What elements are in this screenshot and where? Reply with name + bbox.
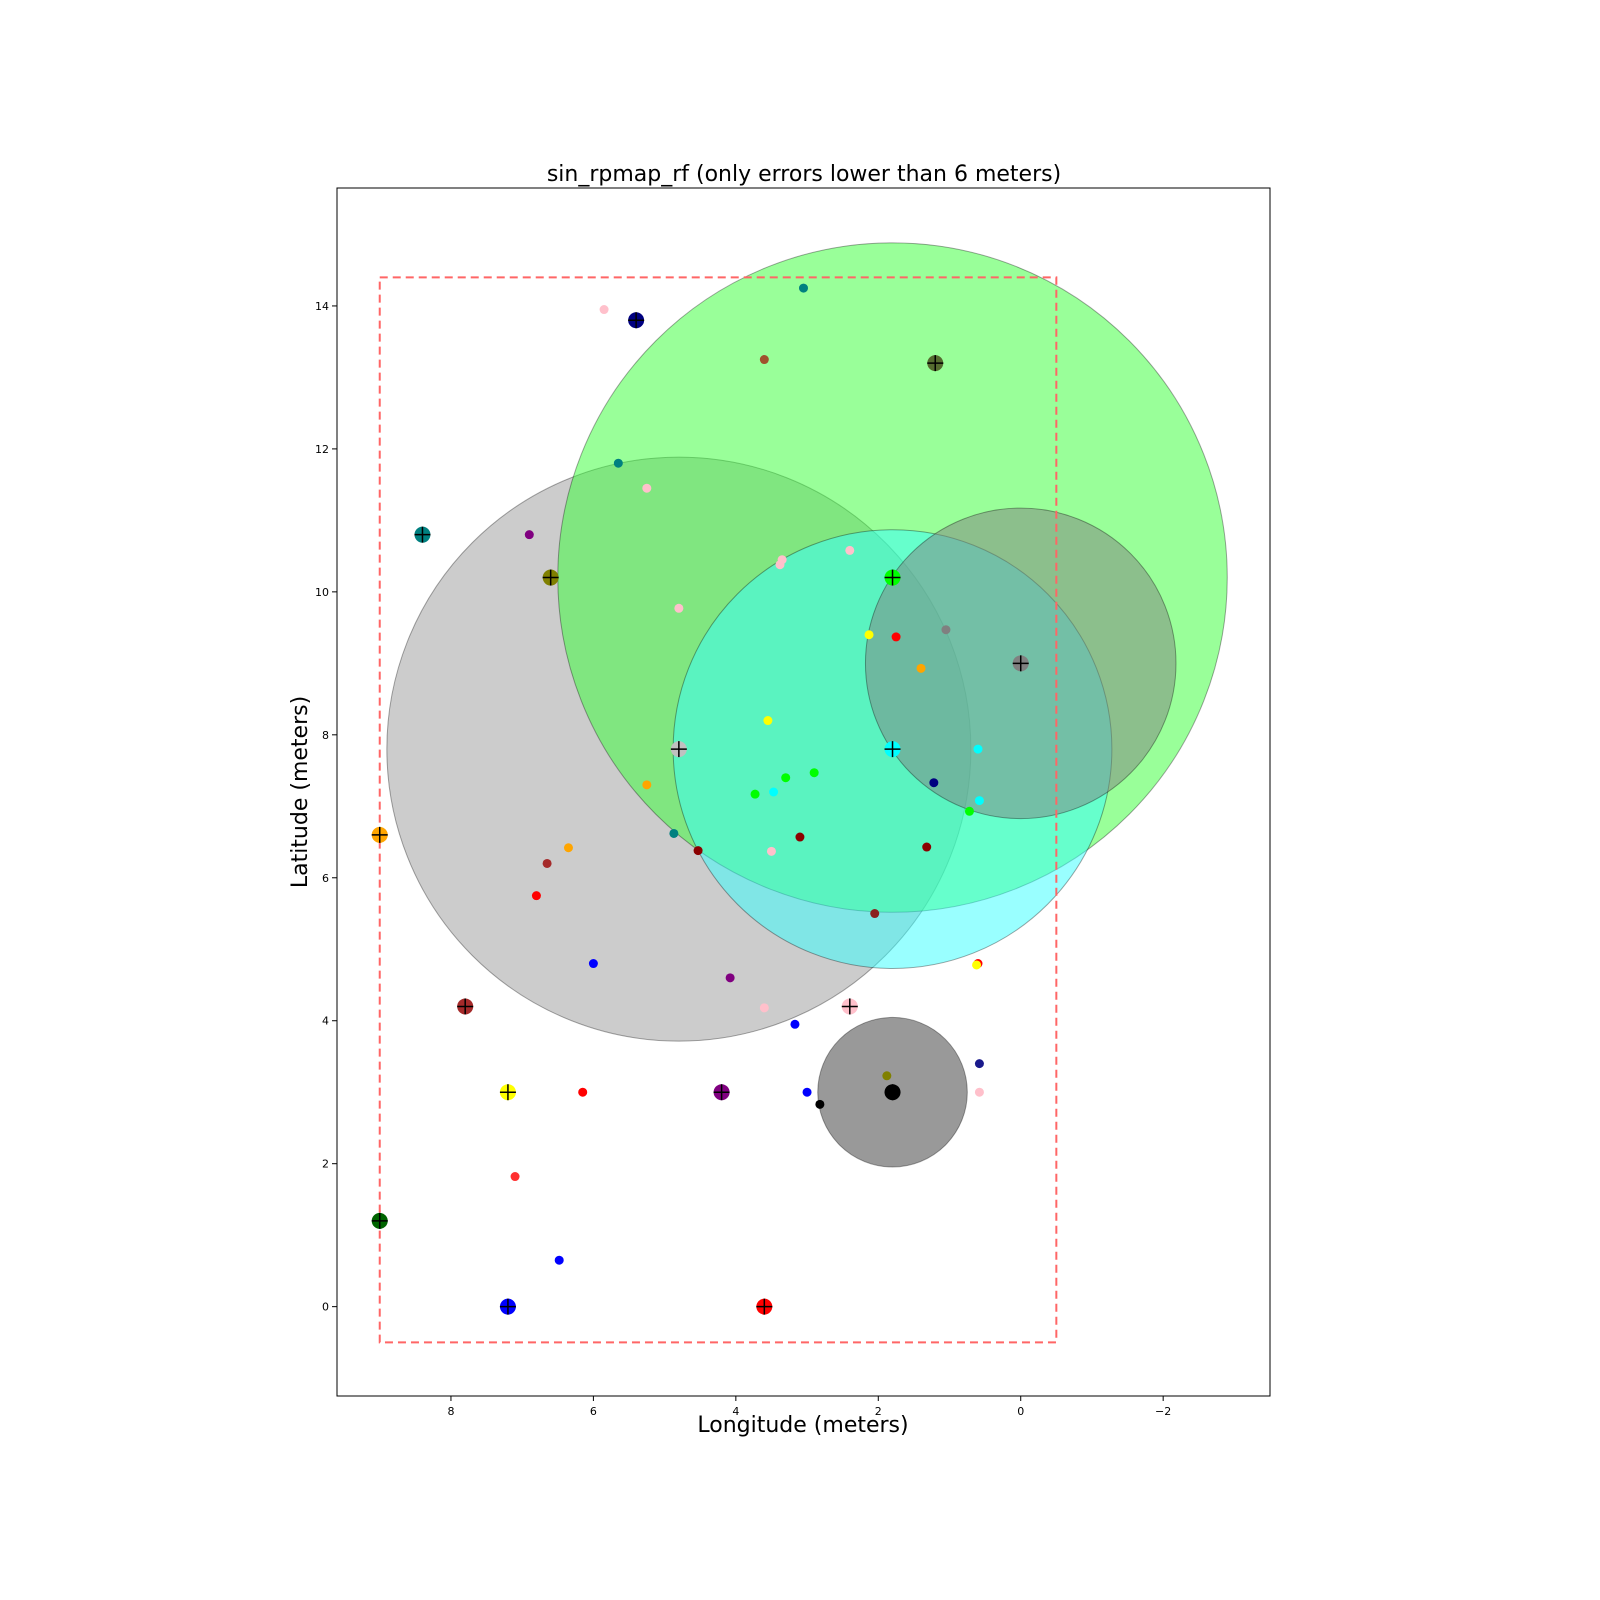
x-axis-ticks: 8 6 4 2 0 −2 bbox=[447, 1396, 1171, 1418]
x-tick-label: 2 bbox=[875, 1405, 882, 1418]
plot-area bbox=[371, 242, 1228, 1344]
reference-point-15 bbox=[371, 1212, 388, 1229]
reference-point-9 bbox=[371, 826, 388, 843]
predicted-point-16 bbox=[973, 744, 983, 754]
x-tick-label: 6 bbox=[590, 1405, 597, 1418]
predicted-point-45 bbox=[815, 1099, 825, 1109]
chart-title: sin_rpmap_rf (only errors lower than 6 m… bbox=[547, 162, 1061, 187]
predicted-point-47 bbox=[554, 1255, 564, 1265]
x-axis-label: Longitude (meters) bbox=[697, 1413, 908, 1438]
plot-frame bbox=[336, 187, 1271, 1397]
reference-point-8 bbox=[884, 741, 901, 758]
y-tick-label: 12 bbox=[315, 443, 329, 456]
predicted-point-2 bbox=[799, 283, 808, 293]
predicted-point-34 bbox=[588, 959, 598, 969]
predicted-point-15 bbox=[763, 716, 773, 726]
y-tick-label: 0 bbox=[322, 1301, 329, 1314]
predicted-point-38 bbox=[759, 1003, 769, 1013]
predicted-point-31 bbox=[542, 858, 552, 868]
predicted-point-20 bbox=[642, 780, 652, 790]
reference-point-7 bbox=[670, 741, 687, 758]
reference-points bbox=[371, 312, 1029, 1315]
reference-point-12 bbox=[499, 1084, 516, 1101]
reference-point-11 bbox=[841, 998, 858, 1015]
predicted-point-46 bbox=[510, 1172, 520, 1182]
predicted-point-11 bbox=[941, 625, 951, 635]
predicted-point-13 bbox=[891, 632, 901, 642]
y-tick-label: 14 bbox=[315, 300, 329, 313]
predicted-point-25 bbox=[669, 828, 679, 838]
y-tick-label: 10 bbox=[315, 586, 329, 599]
predicted-point-4 bbox=[613, 458, 623, 468]
predicted-point-40 bbox=[974, 1059, 984, 1069]
predicted-point-43 bbox=[802, 1087, 812, 1097]
predicted-point-30 bbox=[766, 846, 776, 856]
predicted-point-41 bbox=[882, 1071, 892, 1081]
predicted-point-6 bbox=[524, 530, 534, 540]
predicted-point-36 bbox=[972, 960, 982, 970]
predicted-point-5 bbox=[642, 483, 652, 493]
reference-point-3 bbox=[414, 526, 431, 543]
predicted-point-21 bbox=[769, 787, 779, 797]
predicted-point-18 bbox=[781, 773, 791, 783]
y-tick-label: 8 bbox=[322, 729, 329, 742]
predicted-point-24 bbox=[964, 806, 974, 816]
predicted-point-9 bbox=[845, 545, 855, 555]
reference-point-2 bbox=[927, 355, 944, 372]
reference-point-5 bbox=[884, 569, 901, 586]
reference-point-13 bbox=[713, 1084, 730, 1101]
y-tick-label: 6 bbox=[322, 872, 329, 885]
x-tick-label: 0 bbox=[1017, 1405, 1024, 1418]
predicted-point-3 bbox=[759, 355, 769, 365]
reference-point-10 bbox=[457, 998, 474, 1015]
predicted-point-17 bbox=[809, 768, 819, 778]
predicted-points bbox=[510, 283, 984, 1265]
reference-point-1 bbox=[628, 312, 645, 329]
predicted-point-27 bbox=[922, 842, 932, 852]
predicted-point-12 bbox=[864, 630, 874, 640]
reference-point-16 bbox=[499, 1298, 516, 1315]
predicted-point-33 bbox=[870, 909, 880, 919]
predicted-point-28 bbox=[563, 843, 573, 853]
x-tick-label: 8 bbox=[447, 1405, 454, 1418]
y-tick-label: 2 bbox=[322, 1158, 329, 1171]
reference-point-14 bbox=[884, 1084, 901, 1101]
predicted-point-19 bbox=[929, 778, 939, 788]
predicted-point-8 bbox=[775, 560, 785, 570]
x-tick-label: 4 bbox=[732, 1405, 739, 1418]
reference-point-6 bbox=[1012, 655, 1029, 672]
predicted-point-23 bbox=[974, 796, 984, 806]
reference-point-17 bbox=[756, 1298, 773, 1315]
y-axis-label: Latitude (meters) bbox=[288, 696, 313, 888]
predicted-point-39 bbox=[790, 1019, 800, 1029]
x-tick-label: −2 bbox=[1155, 1405, 1171, 1418]
predicted-point-22 bbox=[750, 789, 760, 799]
predicted-point-14 bbox=[916, 663, 926, 673]
predicted-point-37 bbox=[725, 973, 735, 983]
predicted-point-26 bbox=[795, 832, 805, 842]
reference-point-4 bbox=[542, 569, 559, 586]
predicted-point-29 bbox=[693, 846, 703, 856]
boundary-box bbox=[378, 276, 1058, 1344]
predicted-point-32 bbox=[531, 891, 541, 901]
predicted-point-1 bbox=[599, 305, 609, 315]
y-axis-ticks: 0 2 4 6 8 10 12 14 bbox=[315, 300, 337, 1314]
y-tick-label: 4 bbox=[322, 1015, 329, 1028]
predicted-point-10 bbox=[674, 603, 684, 613]
predicted-point-42 bbox=[578, 1087, 588, 1097]
predicted-point-44 bbox=[974, 1087, 984, 1097]
